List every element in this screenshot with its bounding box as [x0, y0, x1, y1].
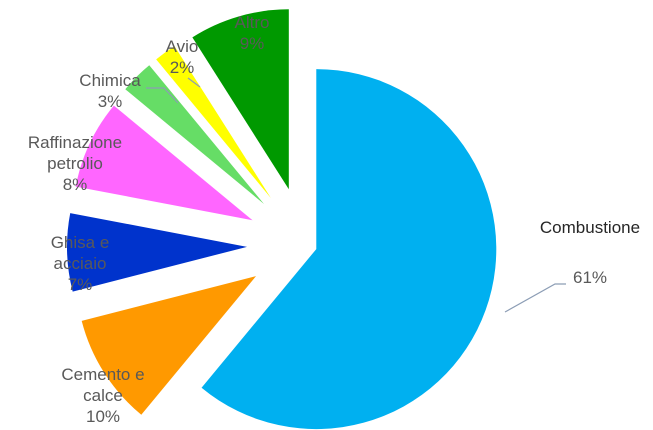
leader-line-combustione [504, 283, 566, 313]
slice-percent-label-chimica: 3% [98, 92, 123, 111]
slice-label-ghisa-e-acciaio: acciaio [54, 254, 107, 273]
leader-line-chimica [146, 87, 179, 104]
slice-label-cemento-e-calce: Cemento e [61, 365, 144, 384]
slice-label-raffinazione-petrolio: Raffinazione [28, 133, 122, 152]
pie-slice-ghisa-e-acciaio [67, 213, 248, 292]
slice-percent-label-cemento-e-calce: 10% [86, 407, 120, 426]
pie-slice-chimica [125, 65, 264, 204]
pie-slice-cemento-e-calce [81, 276, 257, 415]
slice-label-combustione: Combustione [540, 218, 640, 237]
pie-slice-altro [192, 9, 289, 190]
slice-percent-label-altro: 9% [240, 34, 265, 53]
pie-slices [67, 9, 497, 430]
slice-label-avio: Avio [166, 37, 199, 56]
slice-label-cemento-e-calce: calce [83, 386, 123, 405]
slice-percent-label-avio: 2% [170, 58, 195, 77]
slice-label-ghisa-e-acciaio: Ghisa e [51, 233, 110, 252]
pie-slice-raffinazione-petrolio [75, 105, 253, 221]
slice-percent-label-ghisa-e-acciaio: 7% [68, 275, 93, 294]
slice-percent-label-combustione: 61% [573, 268, 607, 287]
slice-percent-label-raffinazione-petrolio: 8% [63, 175, 88, 194]
pie-slice-combustione [201, 69, 497, 430]
leader-lines [146, 77, 566, 313]
slice-label-altro: Altro [235, 13, 270, 32]
leader-line-avio [187, 77, 201, 88]
slice-label-chimica: Chimica [79, 71, 141, 90]
slice-labels: Combustione 61% Cemento e calce 10% Ghisa e ac… [28, 13, 640, 426]
pie-slice-avio [156, 46, 271, 199]
slice-label-raffinazione-petrolio: petrolio [47, 154, 103, 173]
